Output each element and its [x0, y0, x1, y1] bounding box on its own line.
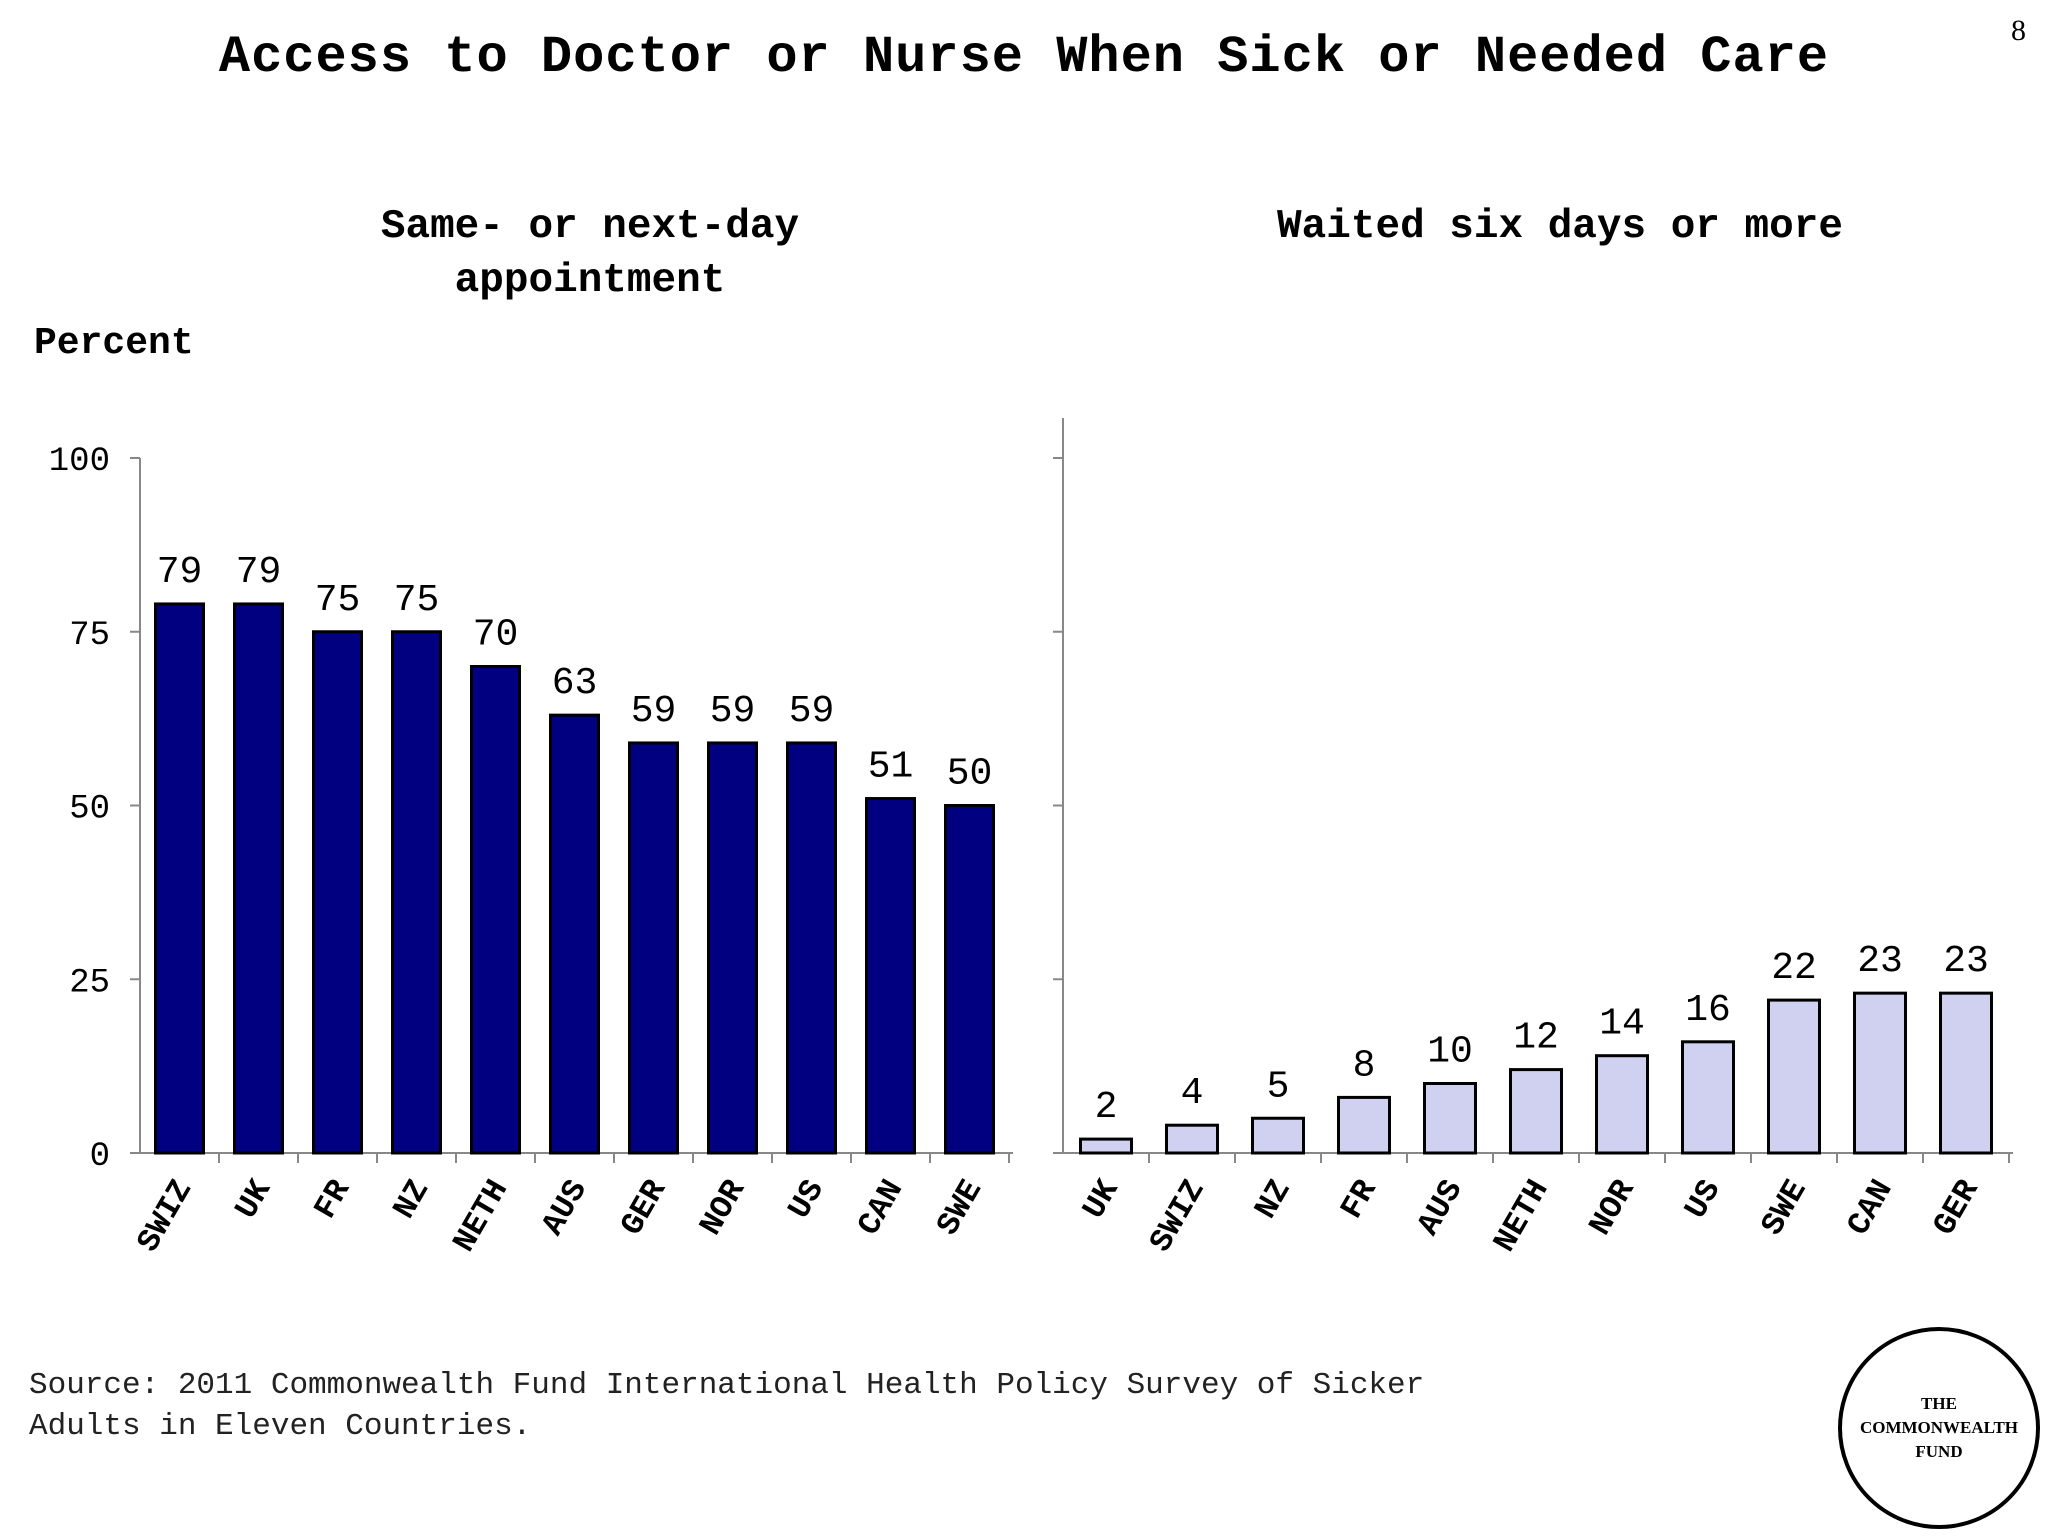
bar [470, 665, 521, 1155]
bar [1681, 1040, 1735, 1155]
bar [391, 630, 442, 1155]
left-subtitle-line1: Same- or next-day [380, 204, 800, 250]
x-tick-label: CAN [1840, 1174, 1901, 1242]
x-tick-label: GER [1926, 1173, 1987, 1242]
data-label: 23 [1943, 940, 1989, 983]
data-label: 79 [236, 551, 282, 594]
bar [865, 797, 916, 1155]
bar [312, 630, 363, 1155]
bar [233, 602, 284, 1155]
bar [1337, 1095, 1391, 1155]
x-tick-label: US [1677, 1174, 1728, 1226]
bar [1939, 991, 1993, 1155]
data-label: 59 [631, 690, 677, 733]
data-label: 10 [1427, 1031, 1473, 1074]
y-tick-label: 0 [90, 1138, 110, 1176]
x-tick-label: NETH [446, 1174, 516, 1259]
bar [1767, 998, 1821, 1155]
bar [1595, 1054, 1649, 1155]
x-tick-label: NZ [1247, 1174, 1298, 1226]
bar [707, 741, 758, 1155]
x-tick-label: NETH [1486, 1174, 1556, 1259]
right-chart-subtitle: Waited six days or more [1277, 204, 1843, 250]
data-label: 2 [1095, 1086, 1118, 1129]
bar [1079, 1137, 1133, 1155]
x-tick-label: US [781, 1174, 832, 1226]
left-subtitle-line2: appointment [454, 258, 726, 304]
x-tick-label: SWE [929, 1174, 990, 1242]
data-label: 59 [710, 690, 756, 733]
logo-line2: COMMONWEALTH [1859, 1418, 2019, 1437]
left-chart-subtitle: Same- or next-day appointment [300, 200, 880, 308]
bar [944, 804, 995, 1155]
y-tick-label: 50 [69, 791, 110, 829]
x-tick-label: FR [1333, 1173, 1385, 1225]
bar [154, 602, 205, 1155]
x-tick-label: NOR [692, 1173, 753, 1242]
bar [1509, 1068, 1563, 1155]
x-tick-label: NZ [386, 1174, 437, 1226]
bar [1423, 1082, 1477, 1155]
x-tick-label: SWE [1754, 1174, 1815, 1242]
data-label: 51 [868, 746, 914, 789]
commonwealth-fund-logo: THE COMMONWEALTH FUND [1838, 1327, 2040, 1529]
x-tick-label: AUS [1410, 1174, 1471, 1242]
x-tick-label: SWIZ [1142, 1174, 1212, 1259]
data-label: 63 [552, 662, 598, 705]
logo-line3: FUND [1915, 1442, 1963, 1461]
data-label: 4 [1181, 1072, 1204, 1115]
data-label: 12 [1513, 1017, 1559, 1060]
data-label: 70 [473, 614, 519, 657]
bar [1165, 1123, 1219, 1155]
slide-number: 8 [2011, 14, 2026, 47]
bar [628, 741, 679, 1155]
data-label: 75 [315, 579, 361, 622]
x-tick-label: NOR [1582, 1173, 1643, 1242]
x-tick-label: SWIZ [130, 1174, 200, 1259]
data-label: 8 [1353, 1044, 1376, 1087]
data-label: 22 [1771, 947, 1817, 990]
x-tick-label: UK [1075, 1173, 1127, 1225]
x-tick-label: UK [228, 1173, 280, 1225]
source-note: Source: 2011 Commonwealth Fund Internati… [29, 1365, 1424, 1447]
y-tick-label: 25 [69, 964, 110, 1002]
x-tick-label: FR [307, 1173, 359, 1225]
bar [1251, 1116, 1305, 1155]
data-label: 23 [1857, 940, 1903, 983]
bar [1853, 991, 1907, 1155]
source-line1: Source: 2011 Commonwealth Fund Internati… [29, 1368, 1425, 1403]
x-tick-label: GER [613, 1173, 674, 1242]
data-label: 14 [1599, 1003, 1645, 1046]
bar [549, 713, 600, 1155]
logo-line1: THE [1921, 1394, 1957, 1413]
x-tick-label: AUS [534, 1174, 595, 1242]
y-axis-label: Percent [34, 322, 194, 365]
bar [786, 741, 837, 1155]
data-label: 16 [1685, 989, 1731, 1032]
y-tick-label: 75 [69, 617, 110, 655]
data-label: 79 [157, 551, 203, 594]
chart-title: Access to Doctor or Nurse When Sick or N… [218, 28, 1830, 87]
source-line2: Adults in Eleven Countries. [29, 1409, 532, 1444]
data-label: 5 [1267, 1065, 1290, 1108]
data-label: 75 [394, 579, 440, 622]
x-tick-label: CAN [850, 1174, 911, 1242]
data-label: 50 [947, 753, 993, 796]
y-tick-label: 100 [49, 443, 110, 481]
data-label: 59 [789, 690, 835, 733]
